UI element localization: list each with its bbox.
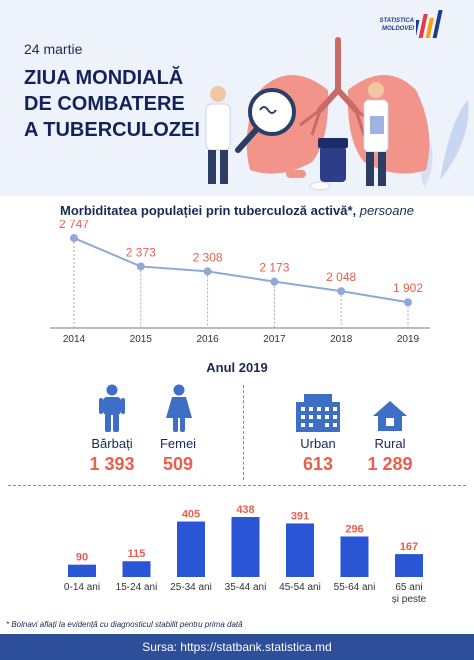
bar-category-label: 0-14 ani: [64, 582, 100, 593]
bar-category-label: 55-64 ani: [334, 582, 376, 593]
man-icon: [99, 384, 125, 432]
section-horizontal-divider: [8, 485, 466, 486]
bar: [68, 564, 96, 577]
age-bar-chart: 90 0-14 ani 115 15-24 ani 405 25-34 ani 438 35-…: [64, 504, 427, 605]
lungs-doctors-illustration: [205, 37, 469, 191]
logo-line2: MOLDOVEI: [381, 26, 414, 32]
x-tick-label: 2016: [196, 334, 219, 345]
data-label: 2 173: [259, 261, 289, 275]
bar-value-label: 167: [400, 541, 418, 553]
bar-category-label: 25-34 ani: [170, 582, 212, 593]
bar: [395, 554, 423, 577]
bar: [122, 561, 151, 577]
rural-label: Rural: [374, 436, 406, 451]
title-line-3: A TUBERCULOZEI: [24, 119, 200, 141]
bar-category-label: 35-44 ani: [225, 582, 267, 593]
hero-banner: STATISTICA MOLDOVEI 24 martie ZIUA MONDI…: [0, 0, 474, 196]
line-chart-title-unit: persoane: [356, 203, 414, 218]
data-label: 2 048: [326, 270, 356, 284]
line-chart: 2 747 2014 2 373 2015 2 308 2016 2 173 2017 2 04…: [50, 220, 430, 345]
x-tick-label: 2015: [130, 334, 153, 345]
data-label: 1 902: [393, 281, 423, 295]
statistica-moldovei-logo: STATISTICA MOLDOVEI: [364, 6, 464, 40]
series-line: [73, 237, 409, 304]
line-chart-title-main: Morbiditatea populației prin tuberculoză…: [60, 203, 357, 218]
data-point: [270, 277, 279, 286]
data-label: 2 747: [59, 220, 89, 231]
urban-label: Urban: [300, 436, 336, 451]
bar-value-label: 296: [345, 523, 363, 535]
women-label: Femei: [159, 436, 197, 451]
event-date: 24 martie: [24, 41, 83, 57]
rural-value: 1 289: [367, 454, 413, 474]
data-point: [404, 298, 412, 307]
bar-value-label: 405: [182, 509, 200, 521]
data-point: [337, 287, 346, 296]
logo-line1: STATISTICA: [379, 18, 414, 24]
source-footer: Sursa: https://statbank.statistica.md: [0, 634, 474, 660]
footnote: * Bolnavi aflați la evidență cu diagnost…: [6, 620, 243, 629]
men-value: 1 393: [89, 454, 135, 474]
data-point: [203, 267, 212, 276]
bar-value-label: 438: [236, 504, 254, 516]
city-buildings-icon: [296, 394, 340, 432]
bar-category-label: și peste: [392, 594, 427, 605]
bar: [177, 521, 205, 577]
bar: [231, 517, 260, 577]
bar-category-label: 45-54 ani: [279, 582, 321, 593]
bar-category-label: 15-24 ani: [116, 582, 158, 593]
year-section-title: Anul 2019: [206, 360, 268, 375]
woman-icon: [166, 384, 192, 432]
bar-category-label: 65 ani: [395, 582, 422, 593]
bar-value-label: 90: [76, 552, 88, 564]
men-label: Bărbați: [91, 436, 133, 451]
logo-bars-icon: [416, 10, 443, 38]
data-label: 2 308: [193, 250, 223, 264]
line-chart-title: Morbiditatea populației prin tuberculoză…: [0, 203, 474, 218]
bar-value-label: 391: [291, 510, 309, 522]
data-label: 2 373: [126, 245, 156, 259]
x-tick-label: 2014: [63, 334, 86, 345]
page-title: ZIUA MONDIALĂ DE COMBATERE A TUBERCULOZE…: [24, 65, 244, 143]
data-point: [136, 262, 145, 271]
urban-value: 613: [302, 454, 334, 474]
section-vertical-divider: [243, 385, 244, 480]
bar: [286, 523, 314, 577]
house-icon: [373, 401, 407, 431]
x-tick-label: 2018: [330, 334, 353, 345]
data-point: [70, 234, 78, 243]
bar: [340, 536, 369, 577]
title-line-2: DE COMBATERE: [24, 93, 185, 115]
women-value: 509: [162, 454, 194, 474]
x-tick-label: 2017: [263, 334, 286, 345]
title-line-1: ZIUA MONDIALĂ: [24, 67, 184, 89]
x-tick-label: 2019: [397, 334, 420, 345]
bar-value-label: 115: [128, 548, 146, 560]
